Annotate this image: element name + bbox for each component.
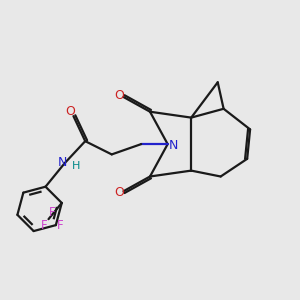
Text: F: F (49, 206, 56, 219)
Text: F: F (41, 218, 47, 232)
Text: H: H (72, 161, 80, 171)
Text: F: F (56, 218, 63, 232)
Text: O: O (66, 105, 75, 118)
Text: O: O (114, 89, 124, 102)
Text: N: N (168, 139, 178, 152)
Text: O: O (114, 186, 124, 199)
Text: N: N (58, 156, 67, 169)
